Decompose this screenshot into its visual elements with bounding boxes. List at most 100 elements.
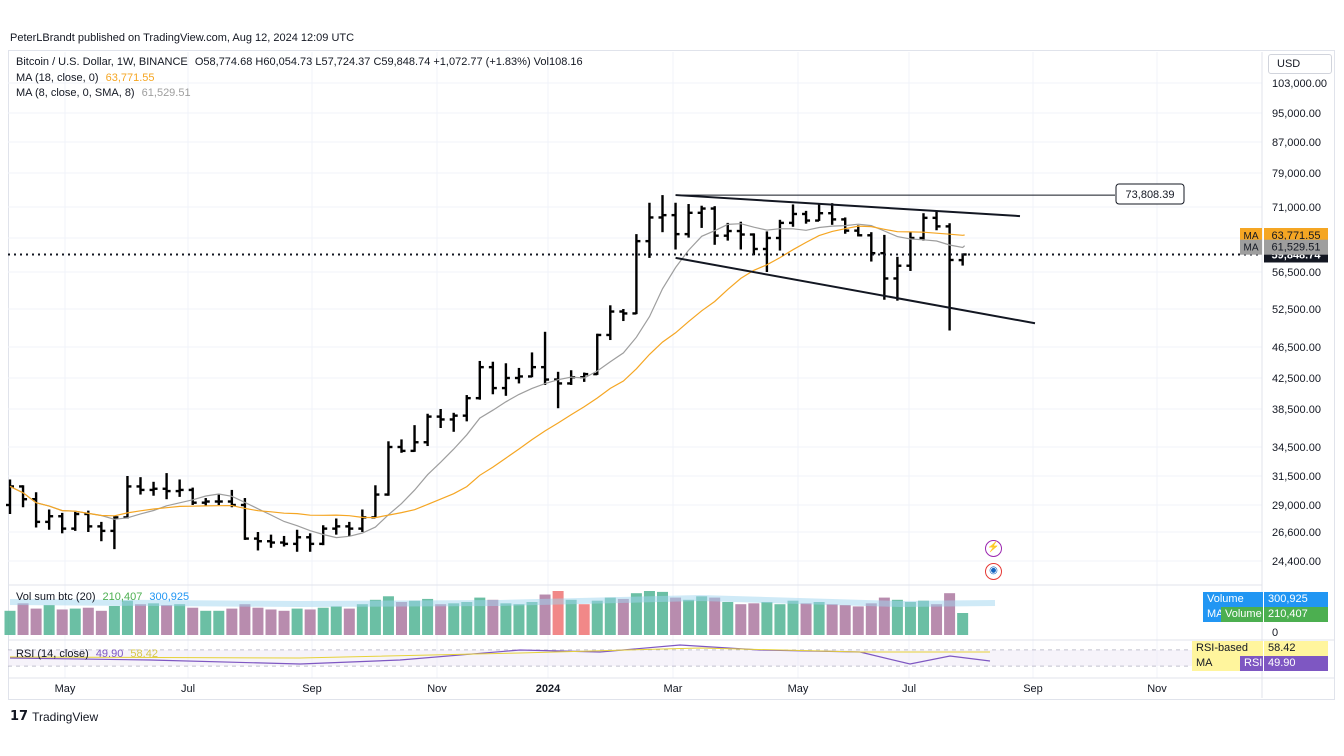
chart-frame xyxy=(8,50,1335,700)
symbol-line: Bitcoin / U.S. Dollar, 1W, BINANCE xyxy=(16,56,188,68)
volume-bar xyxy=(95,610,107,635)
volume-tag-label: Volume xyxy=(1221,607,1263,622)
ma1-tag-label: MA xyxy=(1244,231,1259,242)
time-tick-label: Jul xyxy=(181,683,195,695)
ma1-tag-value: 63,771.55 xyxy=(1272,230,1321,242)
volume-bar xyxy=(683,599,695,635)
ma2-legend[interactable]: MA (8, close, 0, SMA, 8) 61,529.51 xyxy=(16,87,191,99)
rsi-tag-label: RSI xyxy=(1240,656,1263,671)
brand-label: TradingView xyxy=(32,709,99,724)
rsi-ma-line xyxy=(9,647,990,659)
time-tick-label: Sep xyxy=(302,683,322,695)
volume-bar xyxy=(604,597,616,635)
rsi-legend-label: RSI (14, close) xyxy=(16,648,89,660)
volume-bar xyxy=(252,607,264,635)
volume-bar xyxy=(617,598,629,635)
ma2-tag-label-bg xyxy=(1240,239,1262,255)
price-tick-label: 34,500.00 xyxy=(1272,442,1321,454)
volume-tag-value: 210,407 xyxy=(1264,607,1328,622)
volume-ma-line xyxy=(9,594,996,608)
rsi-ma-tag-label: RSI-based MA xyxy=(1192,641,1263,671)
volume-bar xyxy=(931,604,943,635)
volume-bar xyxy=(735,604,747,635)
price-tick-label: 24,400.00 xyxy=(1272,556,1321,568)
volume-bar xyxy=(317,607,329,635)
symbol-legend[interactable]: Bitcoin / U.S. Dollar, 1W, BINANCE O58,7… xyxy=(16,56,583,68)
ma1-value: 63,771.55 xyxy=(105,72,155,84)
volume-bar xyxy=(69,608,81,635)
rsi-background xyxy=(8,650,1262,666)
volume-bar xyxy=(552,591,564,635)
high-label-text: 73,808.39 xyxy=(1126,189,1175,201)
currency-button[interactable]: USD xyxy=(1268,54,1332,74)
volume-bar xyxy=(643,591,655,635)
time-tick-label: 2024 xyxy=(536,683,561,695)
volume-bar xyxy=(630,593,642,635)
us-flag-icon[interactable]: ◉ xyxy=(985,563,1002,580)
ma1-legend[interactable]: MA (18, close, 0) 63,771.55 xyxy=(16,72,155,84)
tradingview-brand[interactable]: 17 TradingView xyxy=(10,709,98,724)
volume-bar xyxy=(56,609,68,635)
rsi-ma-tag-value: 58.42 xyxy=(1264,641,1328,656)
volume-bar xyxy=(865,603,877,635)
rsi-legend[interactable]: RSI (14, close) 49.90 58.42 xyxy=(16,648,158,660)
ma1-tag-value-bg xyxy=(1264,228,1328,244)
volume-bar xyxy=(539,594,551,635)
price-tick-label: 38,500.00 xyxy=(1272,404,1321,416)
volume-bar xyxy=(657,591,668,635)
volume-bar xyxy=(174,604,186,635)
volume-bar xyxy=(121,600,133,635)
volume-axis-zero: 0 xyxy=(1272,627,1279,639)
rsi-tag-value: 49.90 xyxy=(1264,656,1328,671)
rsi-line xyxy=(9,644,991,665)
volume-bar xyxy=(108,605,120,635)
volume-bar xyxy=(487,599,499,635)
volume-bar xyxy=(748,603,760,635)
volume-bar xyxy=(422,598,434,635)
volume-bar xyxy=(43,605,55,635)
volume-bar xyxy=(709,597,721,635)
volume-legend-label: Vol sum btc (20) xyxy=(16,591,96,603)
channel-upper-line xyxy=(675,194,1021,218)
price-tick-label: 42,500.00 xyxy=(1272,373,1321,385)
rsi-legend-val2: 58.42 xyxy=(130,648,158,660)
volume-bar xyxy=(200,610,212,635)
volume-bar xyxy=(448,603,460,635)
time-tick-label: Mar xyxy=(664,683,683,695)
volume-bar xyxy=(787,600,799,635)
volume-bar xyxy=(330,606,342,635)
volume-bar xyxy=(670,597,682,635)
volume-bar xyxy=(291,608,303,635)
volume-bar xyxy=(800,603,812,635)
lightning-icon[interactable]: ⚡ xyxy=(985,540,1002,557)
volume-bar xyxy=(382,596,394,635)
volume-legend-val2: 300,925 xyxy=(149,591,190,603)
volume-bar xyxy=(213,610,225,635)
ma8-line xyxy=(9,223,966,539)
volume-bar xyxy=(761,602,773,635)
time-tick-label: Nov xyxy=(1147,683,1167,695)
volume-bar xyxy=(226,608,238,635)
price-tick-label: 52,500.00 xyxy=(1272,304,1321,316)
volume-bar xyxy=(409,600,421,635)
volume-bar xyxy=(304,609,316,635)
volume-ma-tag-value: 300,925 xyxy=(1264,592,1328,607)
volume-bar xyxy=(696,596,708,635)
volume-bar xyxy=(343,608,355,635)
volume-legend[interactable]: Vol sum btc (20) 210,407 300,925 xyxy=(16,591,189,603)
rsi-legend-val1: 49.90 xyxy=(95,648,124,660)
time-tick-label: May xyxy=(788,683,809,695)
volume-bar xyxy=(578,604,590,635)
time-tick-label: Nov xyxy=(427,683,447,695)
price-tick-label: 79,000.00 xyxy=(1272,168,1321,180)
time-tick-label: Sep xyxy=(1023,683,1043,695)
volume-bar xyxy=(826,604,838,635)
volume-legend-val1: 210,407 xyxy=(102,591,143,603)
volume-bar xyxy=(957,613,969,635)
volume-bar xyxy=(878,597,890,635)
ma2-label: MA (8, close, 0, SMA, 8) xyxy=(16,87,135,99)
volume-bar xyxy=(278,610,290,635)
ohlc-values: O58,774.68 H60,054.73 L57,724.37 C59,848… xyxy=(194,56,583,68)
volume-bar xyxy=(135,604,146,635)
